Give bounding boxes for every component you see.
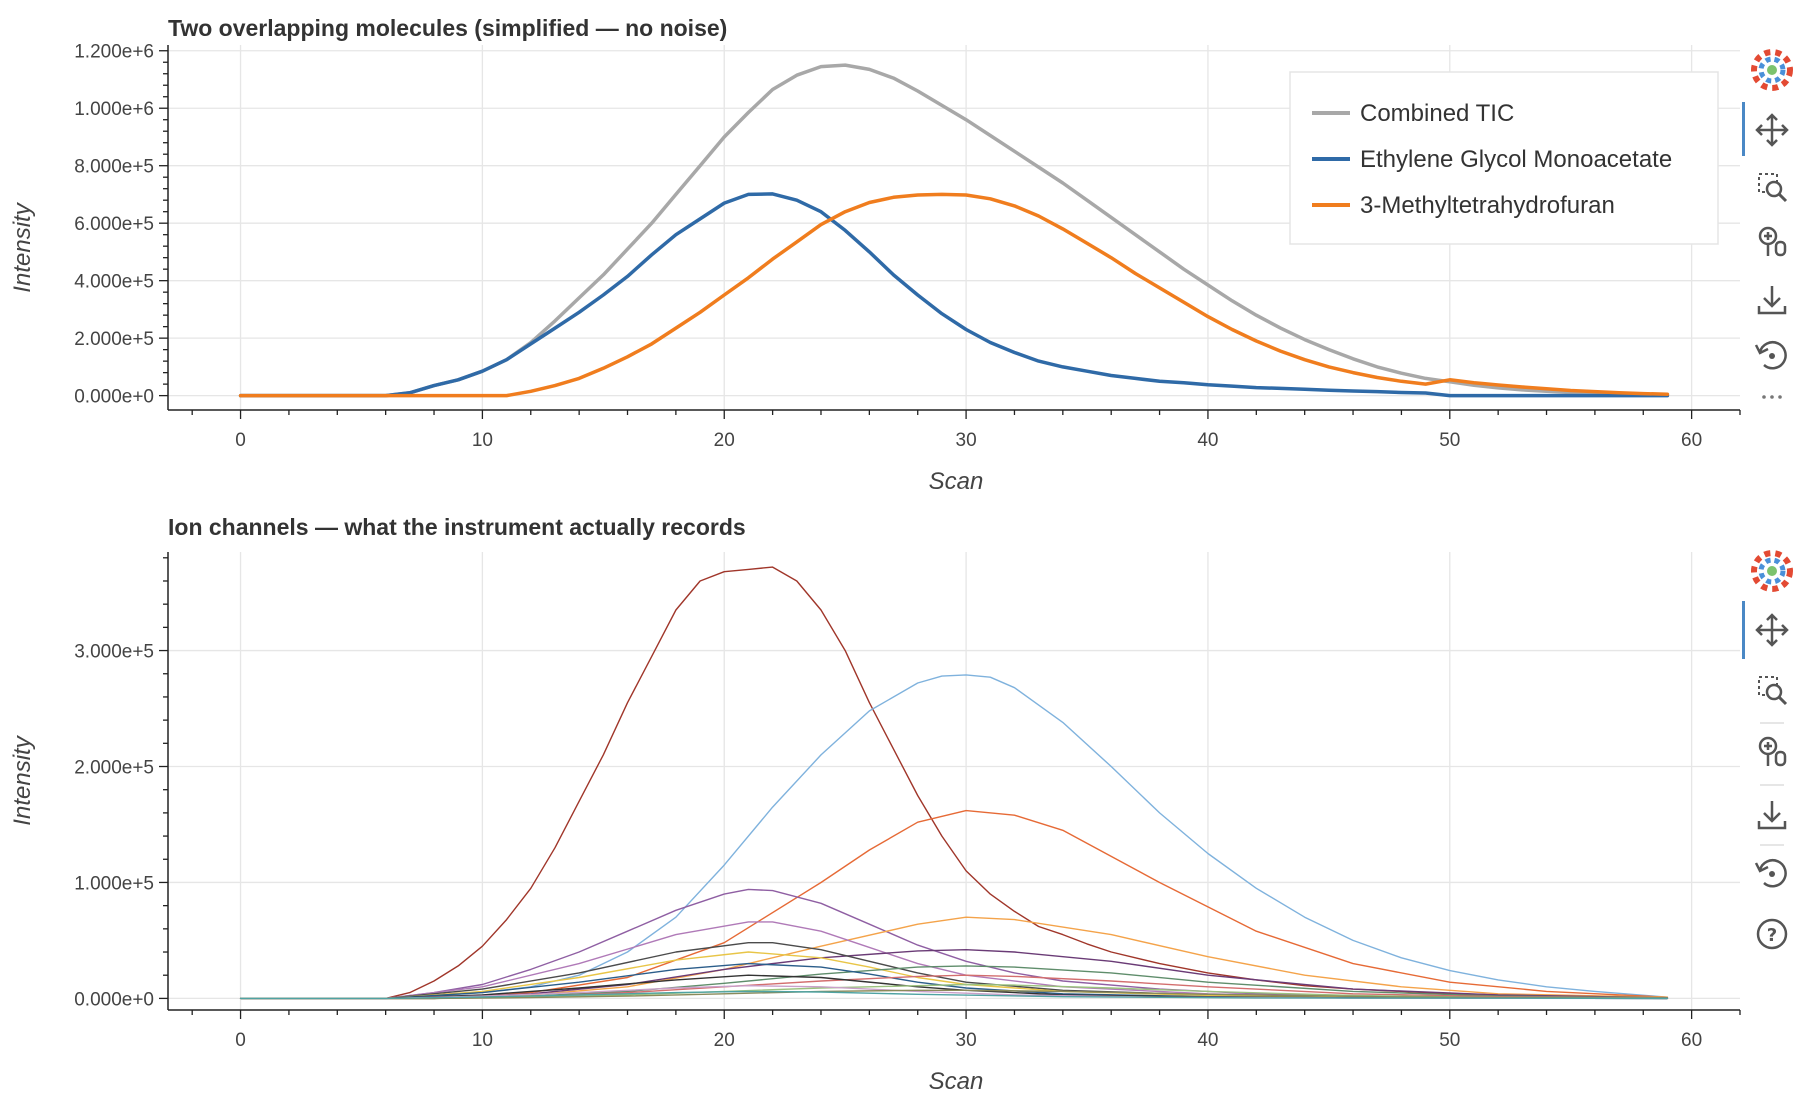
y-tick-labels: 0.000e+0 1.000e+5 2.000e+5 3.000e+5 xyxy=(74,642,154,1011)
series-line-17 xyxy=(239,990,1669,1000)
series-lines xyxy=(238,63,1670,398)
box-zoom-icon[interactable] xyxy=(1754,169,1790,205)
x-tick-label: 50 xyxy=(1439,1030,1460,1051)
series-line-3 xyxy=(239,809,1669,1000)
legend: Combined TIC Ethylene Glycol Monoacetate 3… xyxy=(1289,71,1719,245)
y-tick-label: 4.000e+5 xyxy=(74,272,154,293)
series-line-5 xyxy=(239,916,1669,1000)
more-tools-icon[interactable] xyxy=(1758,389,1786,405)
x-tick-label: 10 xyxy=(472,430,493,451)
panel-ion-channels: Ion channels — what the instrument actua… xyxy=(9,514,1741,1095)
help-icon[interactable]: ? xyxy=(1756,918,1788,950)
wheel-zoom-icon[interactable] xyxy=(1754,224,1790,260)
x-axis-label: Scan xyxy=(929,468,984,495)
save-icon[interactable] xyxy=(1754,797,1790,833)
y-tick-label: 1.000e+6 xyxy=(74,99,154,120)
x-tick-label: 10 xyxy=(472,1030,493,1051)
x-tick-label: 40 xyxy=(1197,430,1218,451)
x-tick-label: 30 xyxy=(956,1030,977,1051)
x-tick-label: 0 xyxy=(235,1030,246,1051)
y-tick-label: 2.000e+5 xyxy=(74,329,154,350)
legend-label: 3-Methyltetrahydrofuran xyxy=(1360,192,1615,219)
x-axis-label: Scan xyxy=(929,1068,984,1095)
panel-molecules: Two overlapping molecules (simplified — … xyxy=(9,15,1741,495)
pan-icon[interactable] xyxy=(1754,612,1790,648)
active-tool-indicator xyxy=(1742,102,1745,156)
x-tick-label: 60 xyxy=(1681,430,1702,451)
pan-icon[interactable] xyxy=(1754,112,1790,148)
reset-icon[interactable] xyxy=(1754,856,1790,892)
x-tick-label: 60 xyxy=(1681,1030,1702,1051)
series-line-2 xyxy=(238,192,1670,398)
save-icon[interactable] xyxy=(1754,282,1790,318)
series-line-16 xyxy=(239,989,1669,1000)
svg-text:?: ? xyxy=(1767,925,1777,946)
y-tick-label: 0.000e+0 xyxy=(74,989,154,1010)
axes xyxy=(159,45,1741,419)
series-lines xyxy=(239,566,1669,1000)
x-tick-label: 40 xyxy=(1197,1030,1218,1051)
toolbar-top xyxy=(1742,49,1793,405)
y-axis-label: Intensity xyxy=(9,201,36,292)
series-line-2 xyxy=(239,674,1669,1000)
wheel-zoom-icon[interactable] xyxy=(1754,734,1790,770)
legend-label: Ethylene Glycol Monoacetate xyxy=(1360,146,1672,173)
toolbar-bottom: ? xyxy=(1742,550,1793,950)
series-line-9 xyxy=(239,951,1669,1000)
bokeh-logo-icon[interactable] xyxy=(1751,550,1793,592)
x-tick-label: 30 xyxy=(956,430,977,451)
chart-title: Two overlapping molecules (simplified — … xyxy=(168,15,727,41)
series-line-1 xyxy=(239,566,1669,1000)
x-tick-label: 0 xyxy=(235,430,246,451)
y-tick-label: 1.200e+6 xyxy=(74,42,154,63)
y-tick-label: 0.000e+0 xyxy=(74,387,154,408)
legend-box xyxy=(1289,71,1719,245)
y-tick-labels: 0.000e+0 2.000e+5 4.000e+5 6.000e+5 8.000e+5… xyxy=(74,42,154,408)
x-tick-label: 20 xyxy=(714,430,735,451)
x-tick-label: 20 xyxy=(714,1030,735,1051)
y-tick-label: 2.000e+5 xyxy=(74,758,154,779)
bokeh-logo-icon[interactable] xyxy=(1751,49,1793,91)
chart-title: Ion channels — what the instrument actua… xyxy=(168,514,746,540)
legend-label: Combined TIC xyxy=(1360,100,1514,127)
y-axis-label: Intensity xyxy=(9,734,36,825)
series-line-7 xyxy=(239,949,1669,1000)
reset-icon[interactable] xyxy=(1754,338,1790,374)
x-tick-labels: 0 10 20 30 40 50 60 xyxy=(235,1030,1702,1051)
series-line-3 xyxy=(238,192,1670,398)
box-zoom-icon[interactable] xyxy=(1754,672,1790,708)
x-tick-label: 50 xyxy=(1439,430,1460,451)
active-tool-indicator xyxy=(1742,601,1745,659)
grid xyxy=(168,552,1740,1010)
y-tick-label: 3.000e+5 xyxy=(74,642,154,663)
y-tick-label: 8.000e+5 xyxy=(74,157,154,178)
x-tick-labels: 0 10 20 30 40 50 60 xyxy=(235,430,1702,451)
y-tick-label: 6.000e+5 xyxy=(74,214,154,235)
y-tick-label: 1.000e+5 xyxy=(74,873,154,894)
axes xyxy=(159,552,1741,1019)
